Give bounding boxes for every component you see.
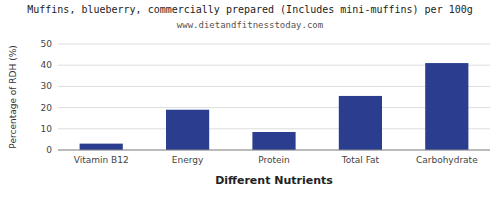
- x-tick-label: Energy: [172, 155, 204, 165]
- bar: [80, 144, 123, 150]
- y-tick-label: 10: [41, 124, 53, 134]
- x-axis-line: [58, 150, 490, 151]
- bar: [166, 110, 209, 150]
- y-tick-label: 40: [41, 60, 53, 70]
- y-tick-label: 0: [46, 145, 52, 155]
- bars: [80, 63, 469, 150]
- bar: [425, 63, 468, 150]
- x-tick-label: Vitamin B12: [74, 155, 129, 165]
- title: Muffins, blueberry, commercially prepare…: [27, 4, 473, 15]
- y-tick-label: 20: [41, 103, 53, 113]
- x-axis-label: Different Nutrients: [215, 174, 333, 187]
- grid-line: [58, 44, 490, 45]
- subtitle: www.dietandfitnesstoday.com: [177, 20, 323, 30]
- x-tick-label: Carbohydrate: [416, 155, 478, 165]
- y-tick-label: 30: [41, 81, 53, 91]
- x-tick-label: Protein: [258, 155, 290, 165]
- grid-line: [58, 150, 490, 151]
- y-tick-label: 50: [41, 39, 53, 49]
- bar: [339, 96, 382, 150]
- chart: Muffins, blueberry, commercially prepare…: [0, 0, 500, 200]
- y-axis-label: Percentage of RDH (%): [8, 45, 18, 148]
- x-tick-label: Total Fat: [341, 155, 380, 165]
- bar: [252, 132, 295, 150]
